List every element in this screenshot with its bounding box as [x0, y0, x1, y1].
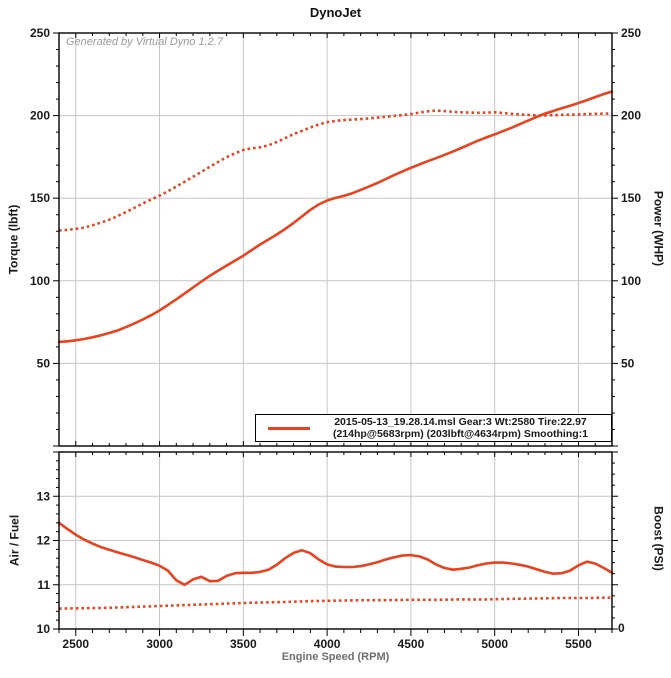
torque-axis-title: Torque (lbft)	[6, 204, 21, 275]
svg-text:250: 250	[30, 26, 50, 40]
svg-text:250: 250	[621, 26, 641, 40]
svg-text:13: 13	[37, 489, 51, 503]
svg-text:0: 0	[618, 621, 625, 635]
svg-text:50: 50	[37, 356, 51, 370]
svg-text:100: 100	[30, 274, 50, 288]
afr-axis-title: Air / Fuel	[7, 514, 22, 567]
svg-text:4000: 4000	[314, 637, 341, 651]
svg-text:2500: 2500	[62, 637, 89, 651]
rpm-axis-title: Engine Speed (RPM)	[281, 651, 390, 663]
dyno-plot-layers: 50 50 100 100 150 150 200 200 250 250 10 11 12 13 0 250…	[30, 26, 641, 651]
svg-text:5500: 5500	[565, 637, 592, 651]
svg-text:3500: 3500	[230, 637, 257, 651]
legend-line-2: (214hp@5683rpm) (203lbft@4634rpm) Smooth…	[332, 428, 589, 440]
legend-line-1: 2015-05-13_19.28.14.msl Gear:3 Wt:2580 T…	[334, 415, 587, 428]
legend-box: 2015-05-13_19.28.14.msl Gear:3 Wt:2580 T…	[255, 414, 612, 442]
svg-text:50: 50	[621, 356, 635, 370]
legend-text: 2015-05-13_19.28.14.msl Gear:3 Wt:2580 T…	[310, 416, 611, 441]
svg-text:200: 200	[30, 109, 50, 123]
svg-text:4500: 4500	[398, 637, 425, 651]
svg-text:10: 10	[37, 622, 51, 636]
power-axis-title: Power (WHP)	[651, 190, 666, 267]
svg-text:5000: 5000	[481, 637, 508, 651]
svg-text:100: 100	[621, 274, 641, 288]
watermark-text: Generated by Virtual Dyno 1.2.7	[66, 36, 223, 48]
svg-text:3000: 3000	[146, 637, 173, 651]
boost-axis-title: Boost (PSI)	[651, 506, 666, 571]
svg-text:200: 200	[621, 109, 641, 123]
svg-text:11: 11	[37, 578, 50, 592]
chart-title: DynoJet	[309, 5, 362, 20]
svg-text:150: 150	[30, 191, 50, 205]
svg-text:150: 150	[621, 191, 641, 205]
legend-line-sample	[268, 426, 310, 430]
svg-text:12: 12	[37, 534, 51, 548]
